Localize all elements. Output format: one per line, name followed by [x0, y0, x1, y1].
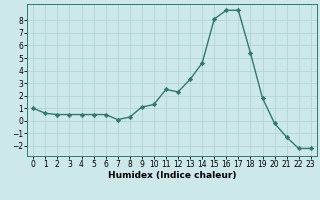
X-axis label: Humidex (Indice chaleur): Humidex (Indice chaleur): [108, 171, 236, 180]
